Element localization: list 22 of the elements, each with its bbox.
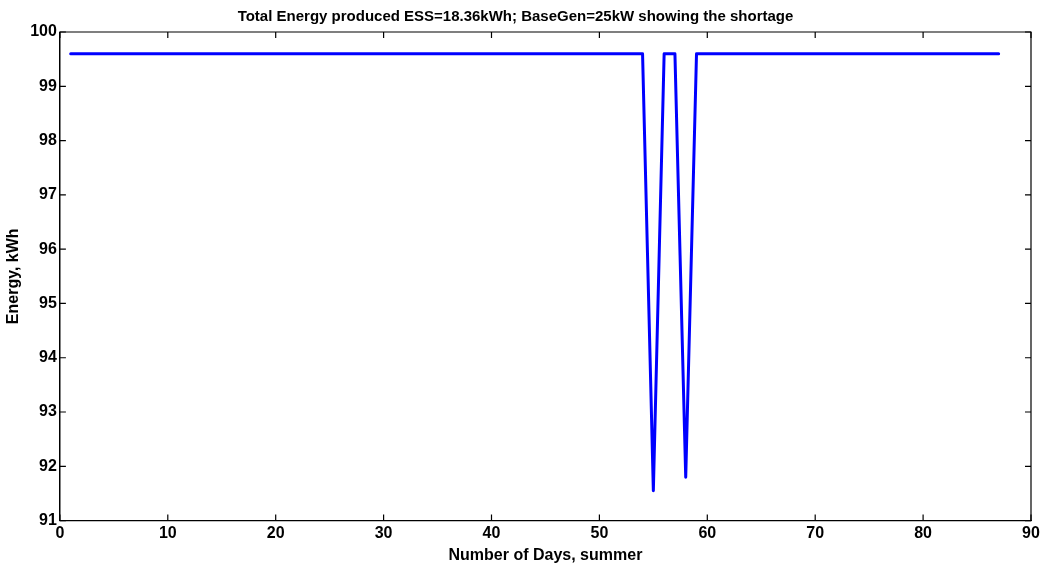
y-tick-label: 91: [39, 511, 57, 529]
x-tick-label: 10: [158, 523, 177, 541]
y-tick-label: 98: [39, 130, 57, 148]
x-tick-label: 20: [266, 523, 285, 541]
y-tick-label: 96: [39, 239, 57, 257]
x-tick-label: 40: [482, 523, 501, 541]
x-tick-label: 60: [698, 523, 717, 541]
chart-title: Total Energy produced ESS=18.36kWh; BaseGen=25kW showing the shortage: [237, 7, 794, 25]
x-tick-label: 30: [374, 523, 393, 541]
y-tick-label: 93: [39, 402, 57, 420]
x-tick-label: 70: [806, 523, 825, 541]
y-tick-label: 94: [39, 348, 57, 366]
x-axis-title: Number of Days, summer: [448, 545, 643, 563]
y-tick-label: 97: [39, 185, 57, 203]
x-tick-label: 90: [1022, 523, 1040, 541]
y-tick-label: 99: [39, 76, 57, 94]
x-tick-label: 50: [590, 523, 609, 541]
y-tick-label: 92: [39, 456, 57, 474]
y-tick-label: 95: [39, 293, 57, 311]
x-tick-label: 80: [914, 523, 933, 541]
y-axis-title: Energy, kWh: [4, 228, 22, 325]
y-tick-label: 100: [30, 22, 57, 40]
